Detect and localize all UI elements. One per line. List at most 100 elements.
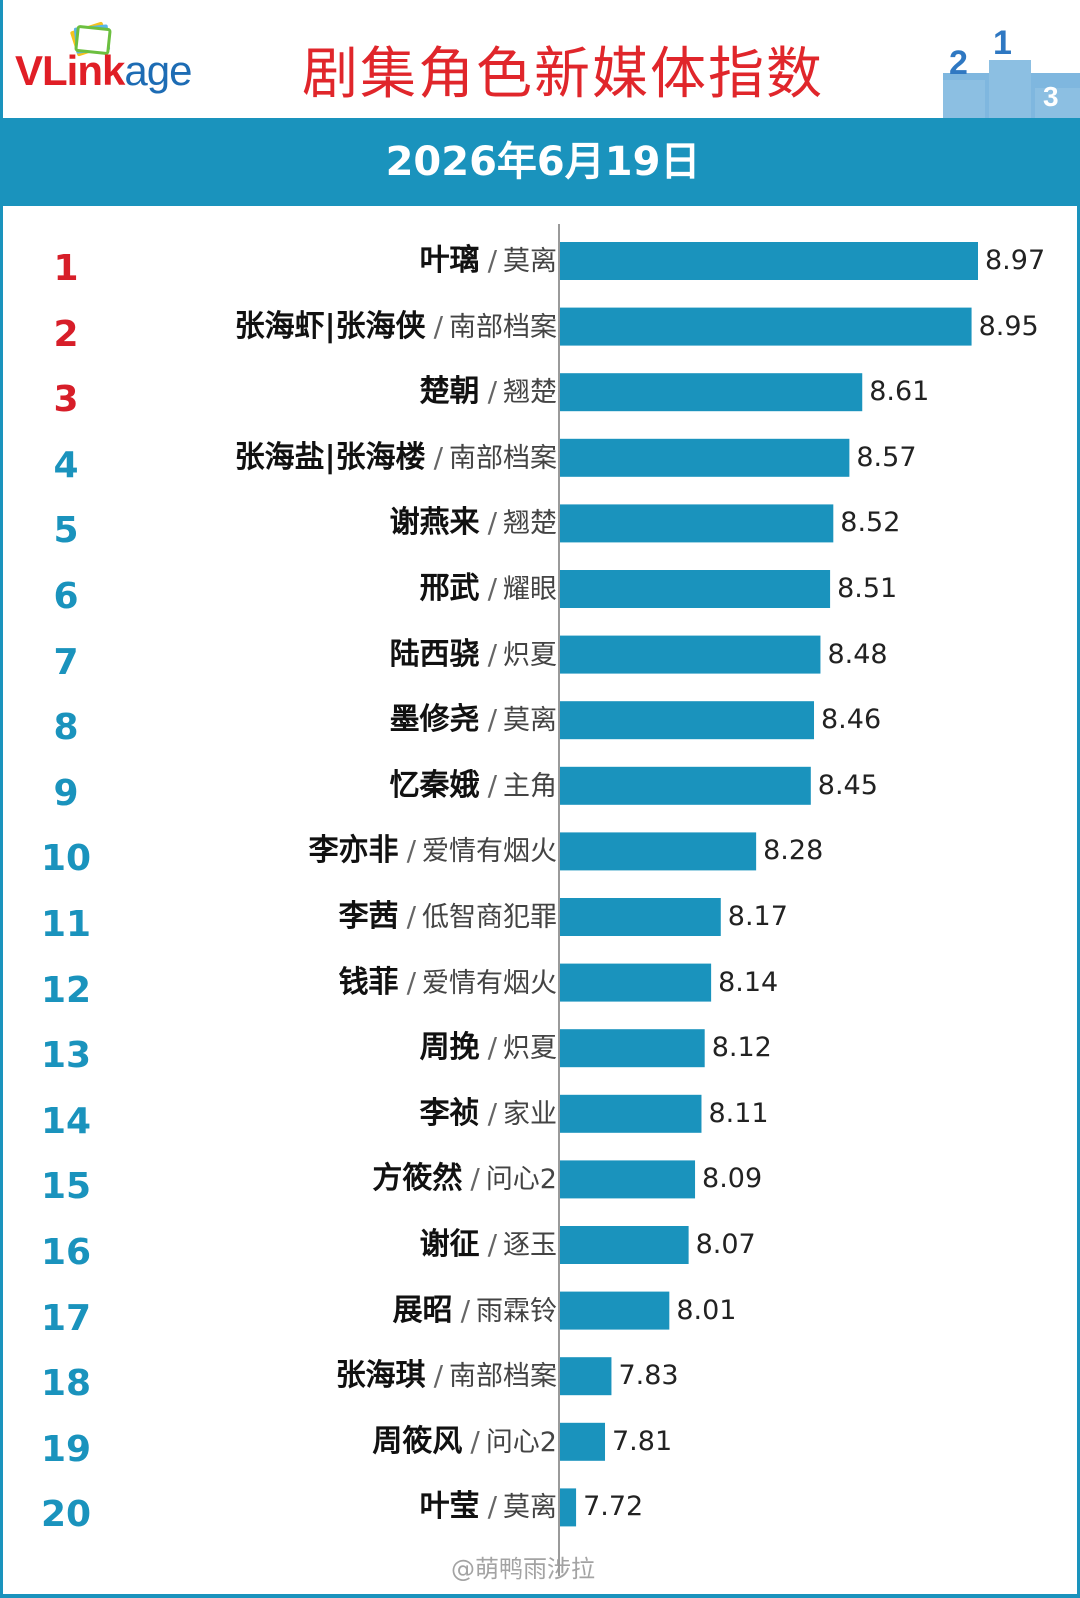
character-name: 李亦非: [308, 833, 399, 869]
value-label-20: 7.72: [583, 1491, 644, 1523]
rank-label-11: 11: [40, 904, 92, 945]
drama-name: 炽夏: [503, 1033, 557, 1065]
separator: /: [433, 1359, 443, 1393]
separator: /: [487, 572, 497, 605]
category-label-17: 展昭 / 雨霖铃: [103, 1289, 557, 1337]
drama-name: 爱情有烟火: [422, 967, 557, 999]
separator: /: [470, 1424, 480, 1458]
drama-name: 南部档案: [449, 1361, 557, 1393]
category-label-20: 叶莹 / 莫离: [103, 1485, 557, 1533]
rank-label-20: 20: [40, 1494, 92, 1536]
category-label-4: 张海盐|张海楼 / 南部档案: [103, 436, 557, 484]
drama-name: 爱情有烟火: [422, 836, 557, 868]
separator: /: [487, 244, 497, 277]
category-label-13: 周挽 / 炽夏: [103, 1026, 557, 1074]
category-label-3: 楚朝 / 翘楚: [103, 370, 557, 418]
drama-name: 莫离: [503, 705, 557, 737]
bar-15: [560, 1160, 696, 1199]
bar-1: [560, 242, 978, 280]
rank-label-14: 14: [40, 1100, 92, 1142]
bar-19: [560, 1422, 606, 1461]
rank-label-17: 17: [40, 1297, 92, 1339]
character-name: 叶莹: [419, 1489, 480, 1525]
value-label-13: 8.12: [711, 1032, 772, 1064]
value-label-18: 7.83: [618, 1360, 679, 1392]
bar-11: [560, 898, 721, 936]
drama-name: 莫离: [503, 246, 557, 277]
rank-label-3: 3: [53, 379, 79, 421]
category-label-10: 李亦非 / 爱情有烟火: [103, 829, 557, 877]
character-name: 墨修尧: [389, 702, 480, 738]
drama-name: 问心2: [485, 1426, 557, 1458]
logo-text-2: age: [124, 47, 192, 94]
separator: /: [460, 1293, 470, 1327]
category-label-16: 谢征 / 逐玉: [103, 1223, 557, 1271]
character-name: 叶璃: [419, 243, 480, 278]
bar-7: [560, 635, 821, 674]
separator: /: [487, 637, 497, 671]
bar-chart-svg: [558, 224, 978, 1576]
rank-label-5: 5: [53, 510, 79, 552]
value-label-6: 8.51: [837, 573, 898, 604]
value-label-2: 8.95: [978, 310, 1039, 342]
bar-14: [560, 1094, 702, 1133]
category-label-7: 陆西骁 / 炽夏: [103, 633, 557, 681]
bar-10: [560, 832, 757, 871]
character-name: 周筱风: [372, 1423, 463, 1459]
chart-area: 1 叶璃 / 莫离 8.97 2 张海虾|张海侠 / 南部档案 8.95 3 楚朝 / 翘楚 8.61 4 张海…: [3, 206, 1080, 1596]
rank-label-8: 8: [53, 707, 79, 749]
value-label-4: 8.57: [856, 441, 917, 473]
value-label-3: 8.61: [869, 376, 930, 408]
character-name: 张海琪: [335, 1358, 426, 1394]
bar-12: [560, 963, 712, 1002]
character-name: 邢武: [419, 571, 480, 606]
separator: /: [433, 309, 443, 343]
drama-name: 家业: [503, 1098, 557, 1130]
character-name: 李祯: [419, 1095, 480, 1131]
category-label-6: 邢武 / 耀眼: [103, 567, 557, 615]
value-label-16: 8.07: [695, 1229, 756, 1260]
category-label-12: 钱菲 / 爱情有烟火: [103, 961, 557, 1009]
value-label-17: 8.01: [676, 1294, 737, 1326]
drama-name: 逐玉: [503, 1230, 557, 1261]
drama-name: 莫离: [503, 1492, 557, 1524]
rank-label-18: 18: [40, 1363, 92, 1405]
vlinkage-logo: VLinkage: [15, 46, 192, 96]
bar-9: [560, 766, 811, 805]
bar-13: [560, 1029, 705, 1068]
character-name: 展昭: [392, 1292, 453, 1328]
separator: /: [406, 900, 416, 933]
value-label-7: 8.48: [827, 638, 888, 670]
character-name: 忆秦娥: [389, 767, 480, 803]
logo-text-1: VLink: [15, 47, 125, 94]
rank-label-4: 4: [53, 444, 79, 486]
value-label-15: 8.09: [702, 1163, 763, 1195]
rank-label-10: 10: [40, 838, 92, 880]
value-label-9: 8.45: [817, 769, 878, 801]
page-title: 剧集角色新媒体指数: [302, 42, 824, 107]
separator: /: [487, 1228, 497, 1261]
watermark: @萌鸭雨涉拉: [451, 1555, 595, 1583]
drama-name: 问心2: [485, 1164, 557, 1196]
character-name: 周挽: [419, 1030, 480, 1066]
drama-name: 翘楚: [503, 377, 557, 409]
svg-text:1: 1: [993, 24, 1012, 62]
separator: /: [487, 768, 497, 802]
category-label-2: 张海虾|张海侠 / 南部档案: [103, 305, 557, 353]
bar-18: [560, 1357, 612, 1396]
svg-text:3: 3: [1043, 81, 1059, 112]
category-label-11: 李茜 / 低智商犯罪: [103, 895, 557, 943]
drama-name: 炽夏: [503, 639, 557, 671]
rank-label-13: 13: [40, 1035, 92, 1077]
rank-label-19: 19: [40, 1428, 92, 1470]
drama-name: 耀眼: [503, 574, 557, 605]
character-name: 谢燕来: [389, 505, 480, 541]
bar-16: [560, 1226, 689, 1264]
separator: /: [406, 834, 416, 868]
category-label-19: 周筱风 / 问心2: [103, 1420, 557, 1468]
category-label-5: 谢燕来 / 翘楚: [103, 501, 557, 549]
separator: /: [433, 440, 443, 474]
drama-name: 主角: [503, 770, 557, 802]
drama-name: 雨霖铃: [476, 1295, 557, 1327]
category-label-8: 墨修尧 / 莫离: [103, 698, 557, 746]
